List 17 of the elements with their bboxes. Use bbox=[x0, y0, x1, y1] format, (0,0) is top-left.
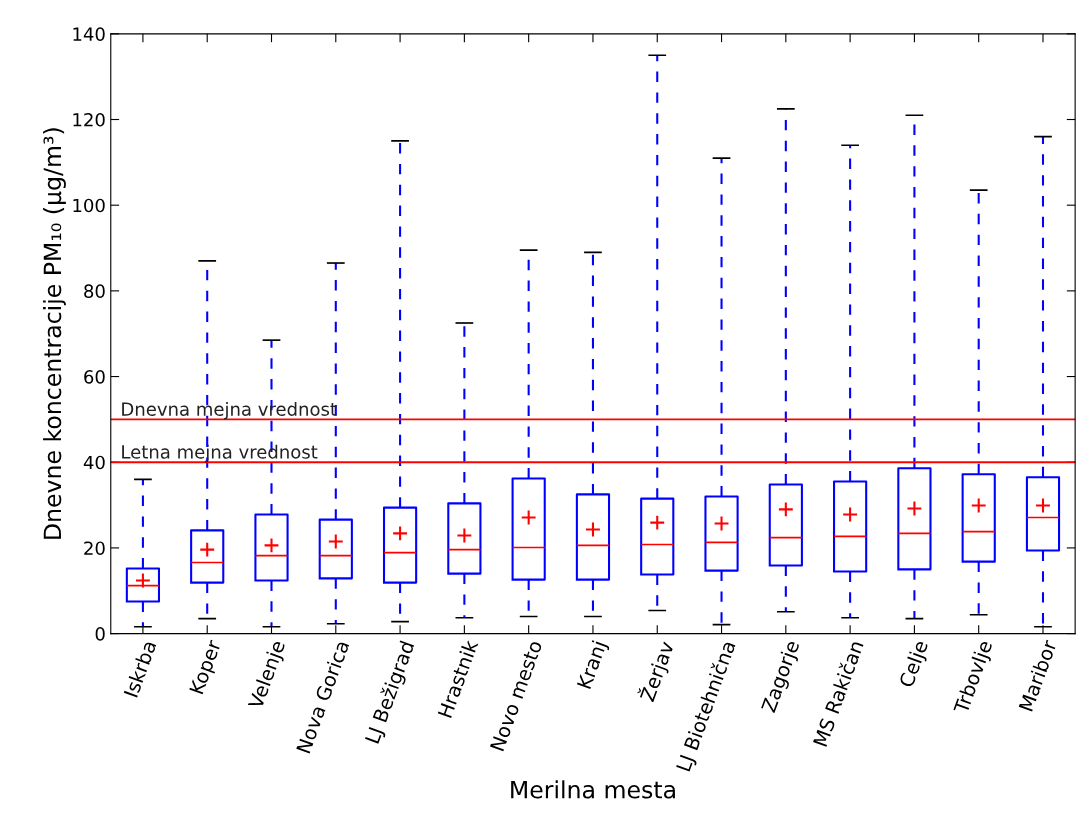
x-tick-label: Novo mesto bbox=[490, 639, 543, 752]
y-tick-label: 20 bbox=[84, 541, 105, 556]
y-tick-label: 40 bbox=[83, 455, 105, 470]
x-tick-label: Celje bbox=[898, 639, 932, 690]
x-tick-label: Koper bbox=[189, 638, 225, 696]
y-tick-label: 120 bbox=[73, 112, 105, 127]
y-tick-label: 140 bbox=[73, 27, 105, 41]
y-tick-label: 100 bbox=[73, 198, 105, 213]
y-tick-label: 0 bbox=[95, 627, 105, 641]
x-tick-label: Iskrba bbox=[123, 640, 157, 698]
y-axis-title: Dnevne koncentracije PM₁₀ (μg/m³) bbox=[43, 128, 66, 539]
y-tick-label: 60 bbox=[84, 370, 105, 384]
x-tick-label: Kranj bbox=[576, 640, 611, 691]
x-axis-title: Merilna mesta bbox=[511, 780, 675, 799]
x-tick-label: Nova Gorica bbox=[295, 640, 350, 754]
ref-line-label: Letna mejna vrednost bbox=[122, 444, 318, 463]
y-tick-label: 80 bbox=[84, 284, 105, 298]
